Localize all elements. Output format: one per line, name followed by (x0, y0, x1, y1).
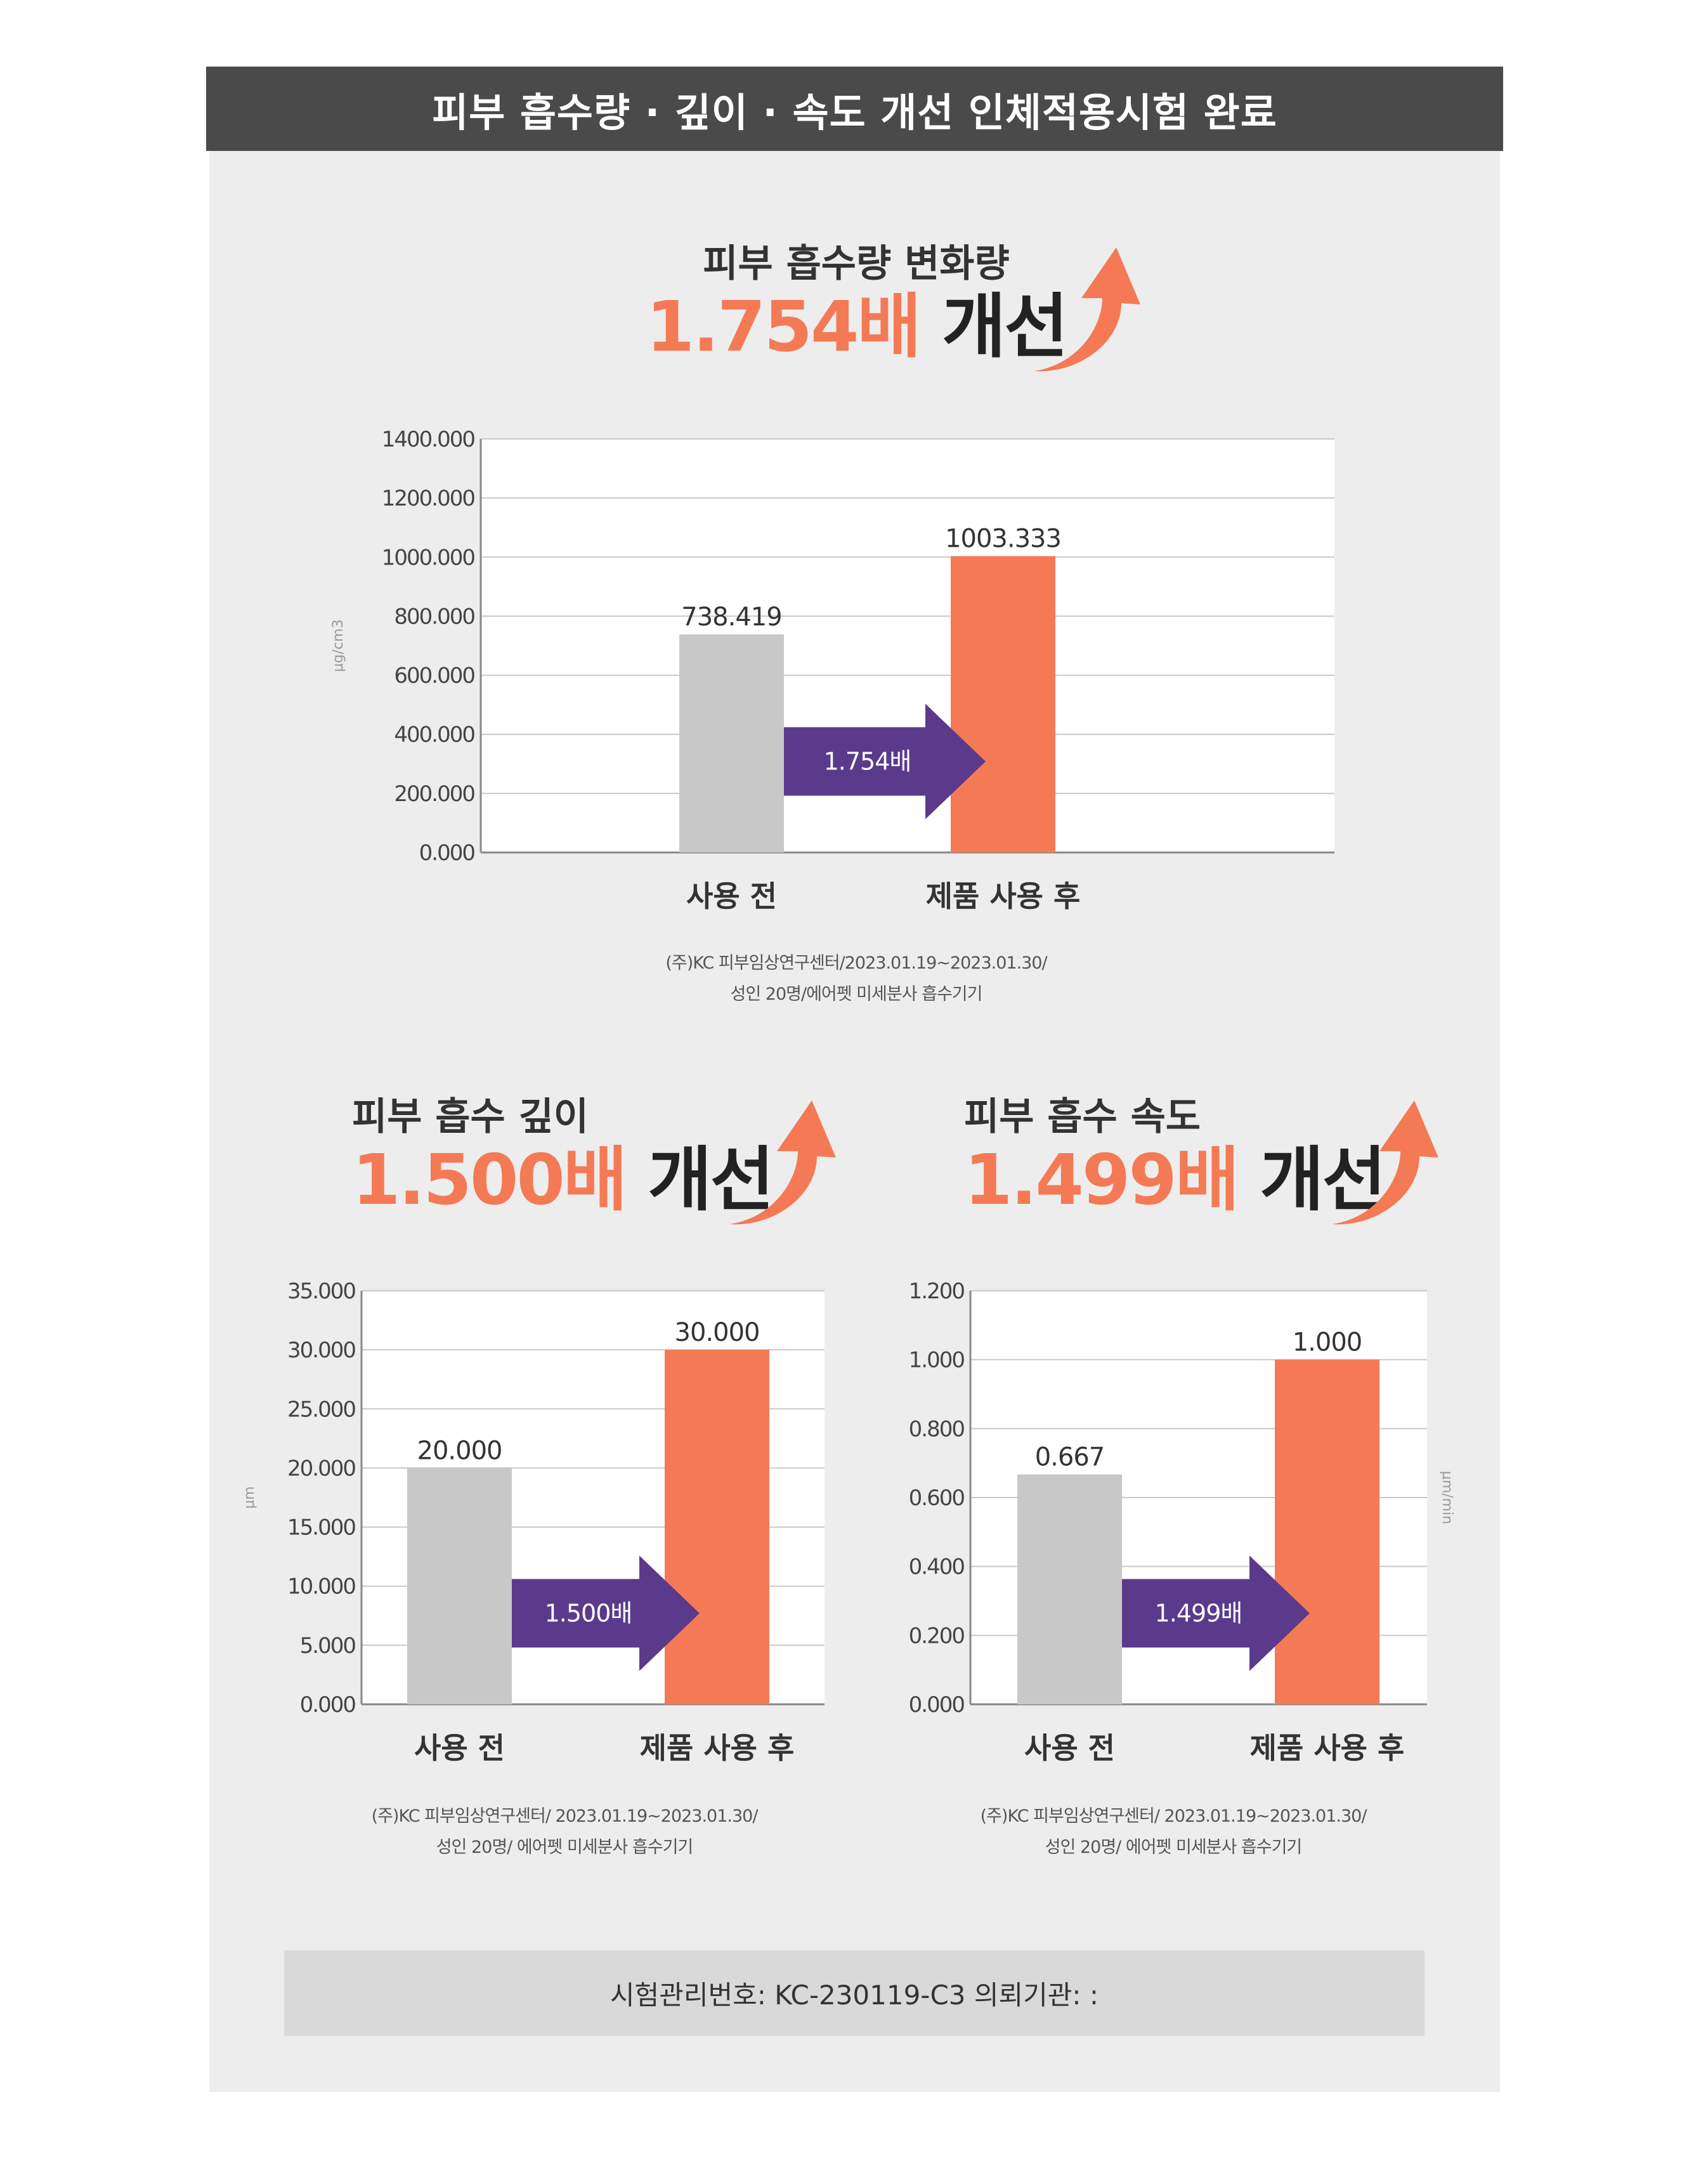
bar-value-label: 0.667 (1035, 1443, 1105, 1472)
source-note-top: (주)KC 피부임상연구센터/2023.01.19~2023.01.30/ 성인… (571, 948, 1142, 1010)
y-tick-label: 35.000 (287, 1279, 355, 1304)
heading-sub: 피부 흡수량 변화량 (703, 242, 1010, 286)
heading-main: 1.499배 개선 (964, 1139, 1386, 1220)
y-tick-label: 1200.000 (382, 486, 475, 511)
heading-accent: 1.499배 (964, 1139, 1239, 1220)
x-category-label: 제품 사용 후 (926, 879, 1081, 913)
chart-absorption-amount: 0.000 200.000 400.000 600.000 800.000 1000.00… (330, 427, 1334, 913)
bar-value-label: 30.000 (675, 1318, 760, 1347)
y-tick-label: 800.000 (394, 604, 474, 629)
chart-absorption-speed: 0.000 0.200 0.400 0.600 0.800 1.000 1.200 μm/mi… (909, 1279, 1455, 1765)
y-axis-unit-label: μm/min (1439, 1471, 1455, 1524)
ratio-arrow-icon (784, 703, 986, 819)
ratio-arrow-label: 1.754배 (824, 748, 911, 776)
y-tick-label: 1.200 (909, 1279, 965, 1304)
source-line: 성인 20명/에어펫 미세분사 흡수기기 (730, 984, 983, 1004)
x-category-label: 제품 사용 후 (1250, 1731, 1405, 1765)
x-category-label: 사용 전 (1024, 1731, 1115, 1765)
heading-absorption-depth: 피부 흡수 깊이 1.500배 개선 (352, 1094, 774, 1220)
y-tick-label: 1.000 (909, 1348, 965, 1373)
chart-absorption-depth: 0.000 5.000 10.000 15.000 20.000 25.000 30.000… (242, 1279, 825, 1765)
ratio-arrow-label: 1.499배 (1155, 1600, 1242, 1628)
bar-value-label: 1003.333 (945, 525, 1061, 554)
source-note-right: (주)KC 피부임상연구센터/ 2023.01.19~2023.01.30/ 성… (888, 1801, 1459, 1863)
y-tick-label: 1400.000 (382, 427, 475, 452)
heading-sub: 피부 흡수 속도 (964, 1095, 1201, 1139)
y-tick-label: 5.000 (300, 1633, 356, 1659)
footer-bar: 시험관리번호: KC-230119-C3 의뢰기관: : (284, 1950, 1424, 2036)
y-tick-label: 0.400 (909, 1555, 965, 1580)
x-category-label: 사용 전 (414, 1731, 505, 1765)
heading-rest: 개선 (1237, 1139, 1386, 1220)
source-line: (주)KC 피부임상연구센터/ 2023.01.19~2023.01.30/ (371, 1806, 759, 1826)
bar-value-label: 1.000 (1293, 1328, 1362, 1357)
x-category-label: 사용 전 (686, 879, 777, 913)
source-line: (주)KC 피부임상연구센터/ 2023.01.19~2023.01.30/ (980, 1806, 1367, 1826)
source-note-left: (주)KC 피부임상연구센터/ 2023.01.19~2023.01.30/ 성… (279, 1801, 850, 1863)
y-tick-label: 15.000 (287, 1515, 355, 1541)
bar-before (1017, 1474, 1122, 1704)
x-category-label: 제품 사용 후 (640, 1731, 795, 1765)
source-line: (주)KC 피부임상연구센터/2023.01.19~2023.01.30/ (665, 953, 1047, 973)
y-tick-label: 0.200 (909, 1623, 965, 1648)
up-arrow-icon (1034, 247, 1140, 372)
y-tick-label: 0.000 (300, 1692, 356, 1718)
bar-before (679, 634, 784, 852)
ratio-arrow-icon (1122, 1555, 1310, 1671)
heading-accent: 1.754배 (646, 286, 922, 367)
bar-value-label: 738.419 (681, 603, 781, 632)
y-tick-label: 600.000 (394, 663, 474, 689)
source-line: 성인 20명/ 에어펫 미세분사 흡수기기 (436, 1837, 694, 1857)
bar-after (1275, 1359, 1379, 1704)
heading-main: 1.754배 개선 (634, 287, 1078, 367)
ratio-arrow-icon (512, 1555, 700, 1671)
y-tick-label: 1000.000 (382, 545, 475, 570)
y-tick-label: 30.000 (287, 1338, 355, 1363)
heading-rest: 개선 (919, 286, 1068, 367)
y-tick-label: 200.000 (394, 781, 474, 807)
heading-accent: 1.500배 (352, 1139, 627, 1220)
y-tick-label: 400.000 (394, 722, 474, 748)
heading-rest: 개선 (625, 1139, 774, 1220)
y-tick-label: 0.800 (909, 1416, 965, 1442)
heading-sub: 피부 흡수 깊이 (352, 1095, 589, 1139)
y-axis-unit-label: μm (242, 1486, 258, 1508)
bar-after (665, 1350, 769, 1704)
y-tick-label: 0.000 (419, 840, 475, 866)
content-panel (209, 69, 1500, 2092)
up-arrow-icon (729, 1100, 836, 1225)
bar-value-label: 20.000 (417, 1436, 502, 1465)
footer-text: 시험관리번호: KC-230119-C3 의뢰기관: : (610, 1980, 1099, 2011)
heading-absorption-amount: 피부 흡수량 변화량 1.754배 개선 (634, 241, 1078, 367)
heading-absorption-speed: 피부 흡수 속도 1.499배 개선 (964, 1094, 1386, 1220)
y-tick-label: 20.000 (287, 1456, 355, 1481)
up-arrow-icon (1332, 1100, 1438, 1225)
y-tick-label: 0.000 (909, 1692, 965, 1718)
source-line: 성인 20명/ 에어펫 미세분사 흡수기기 (1045, 1837, 1303, 1857)
heading-main: 1.500배 개선 (352, 1139, 774, 1220)
banner-title: 피부 흡수량 · 깊이 · 속도 개선 인체적용시험 완료 (206, 67, 1503, 151)
bar-before (407, 1468, 512, 1704)
y-axis-unit-label: μg/cm3 (330, 620, 346, 672)
ratio-arrow-label: 1.500배 (545, 1600, 632, 1628)
bar-after (951, 556, 1055, 852)
y-tick-label: 10.000 (287, 1574, 355, 1600)
y-tick-label: 0.600 (909, 1485, 965, 1511)
y-tick-label: 25.000 (287, 1397, 355, 1422)
